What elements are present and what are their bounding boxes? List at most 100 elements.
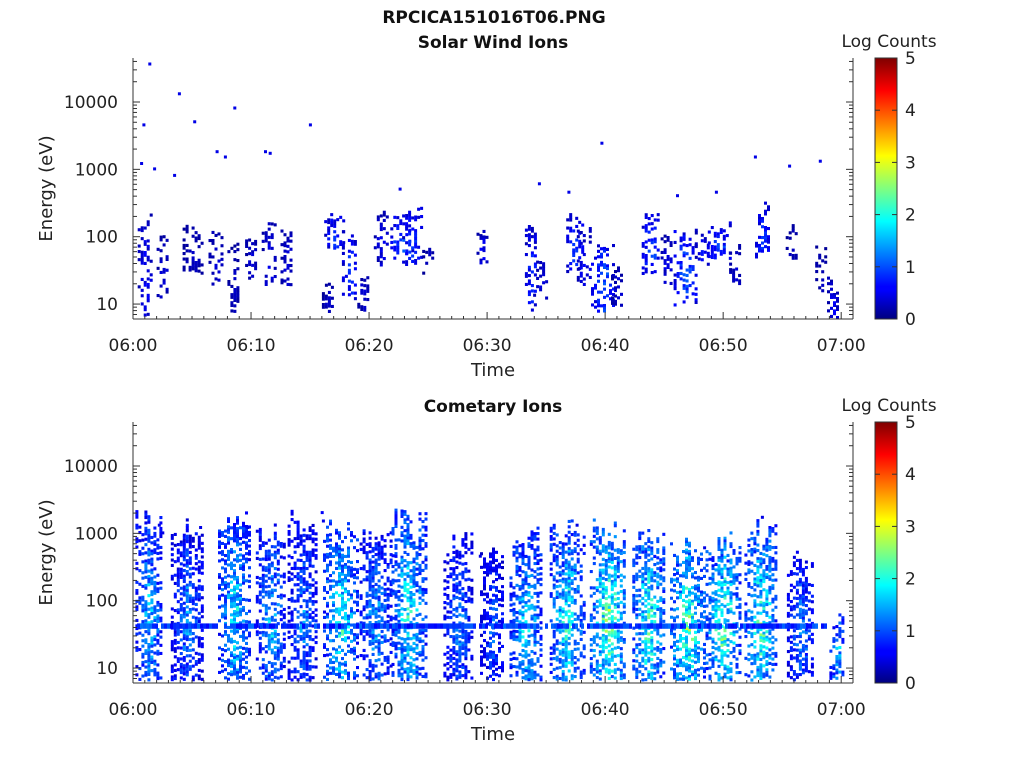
count-cell <box>188 610 192 614</box>
count-cell <box>518 552 522 556</box>
count-cell <box>305 610 309 614</box>
count-cell <box>227 563 230 567</box>
count-cell <box>467 632 471 636</box>
count-cell <box>418 672 422 676</box>
count-cell <box>344 606 347 610</box>
count-cell <box>518 598 522 602</box>
count-cell <box>521 591 525 595</box>
count-cell <box>397 671 401 675</box>
count-cell <box>147 659 151 663</box>
count-cell <box>344 579 347 583</box>
count-cell <box>406 642 410 646</box>
count-cell <box>601 527 605 531</box>
count-cell <box>341 608 344 612</box>
count-cell <box>188 632 192 636</box>
count-cell <box>464 635 468 639</box>
count-cell <box>601 544 605 548</box>
count-cell <box>604 545 608 549</box>
count-cell <box>483 655 486 659</box>
count-cell <box>146 285 150 289</box>
count-cell <box>374 582 378 586</box>
count-cell <box>324 220 328 224</box>
count-cell <box>311 537 315 541</box>
count-cell <box>305 567 309 571</box>
count-cell <box>227 530 230 534</box>
count-cell <box>735 251 739 255</box>
count-cell <box>458 605 462 609</box>
count-cell <box>236 578 239 582</box>
count-cell <box>341 276 345 280</box>
count-cell <box>296 542 300 546</box>
count-cell <box>182 609 186 613</box>
count-cell <box>146 223 150 227</box>
count-cell <box>159 619 163 623</box>
count-cell <box>409 664 413 668</box>
count-cell <box>326 544 329 548</box>
count-cell <box>589 613 593 617</box>
count-cell <box>305 588 309 592</box>
count-cell <box>185 613 189 617</box>
count-cell <box>242 630 245 634</box>
count-cell <box>735 267 739 271</box>
count-cell <box>412 636 416 640</box>
count-cell <box>461 641 465 645</box>
count-cell <box>495 616 498 620</box>
count-cell <box>176 570 180 574</box>
count-cell <box>644 610 648 614</box>
count-cell <box>815 261 819 265</box>
count-cell <box>647 537 651 541</box>
count-cell <box>380 551 384 555</box>
count-cell <box>613 605 617 609</box>
count-cell <box>185 646 189 650</box>
count-cell <box>162 267 166 271</box>
count-cell <box>638 547 642 551</box>
count-cell <box>533 246 537 250</box>
count-cell <box>767 227 770 231</box>
count-cell <box>338 650 341 654</box>
count-cell <box>421 590 425 594</box>
count-cell <box>258 538 262 542</box>
count-cell <box>738 279 742 283</box>
count-cell <box>296 678 300 682</box>
count-cell <box>185 591 189 595</box>
count-cell <box>604 591 608 595</box>
count-cell <box>632 547 636 551</box>
count-cell <box>182 536 186 540</box>
count-cell <box>377 549 381 553</box>
count-cell <box>308 651 312 655</box>
count-cell <box>533 629 537 633</box>
count-cell <box>418 517 422 521</box>
count-cell <box>567 604 571 608</box>
count-cell <box>635 548 639 552</box>
count-cell <box>143 305 147 309</box>
count-cell <box>406 607 410 611</box>
count-cell <box>377 606 381 610</box>
count-cell <box>380 545 384 549</box>
count-cell <box>296 634 300 638</box>
count-cell <box>412 603 416 607</box>
count-cell <box>254 239 258 243</box>
count-cell <box>173 641 177 645</box>
count-cell <box>653 614 657 618</box>
count-cell <box>464 613 468 617</box>
count-cell <box>308 558 312 562</box>
count-cell <box>470 592 474 596</box>
count-cell <box>647 591 651 595</box>
count-cell <box>326 672 329 676</box>
count-cell <box>197 261 201 265</box>
count-cell <box>403 640 407 644</box>
count-cell <box>182 238 186 242</box>
count-cell <box>446 575 450 579</box>
count-cell <box>595 529 599 533</box>
count-cell <box>641 618 645 622</box>
count-cell <box>389 531 393 535</box>
count-cell <box>282 637 286 641</box>
count-cell <box>713 256 717 260</box>
count-cell <box>356 549 359 553</box>
count-cell <box>350 533 353 537</box>
count-cell <box>273 553 277 557</box>
count-cell <box>549 573 553 577</box>
count-cell <box>173 674 177 678</box>
count-cell <box>308 537 312 541</box>
count-cell <box>455 585 459 589</box>
